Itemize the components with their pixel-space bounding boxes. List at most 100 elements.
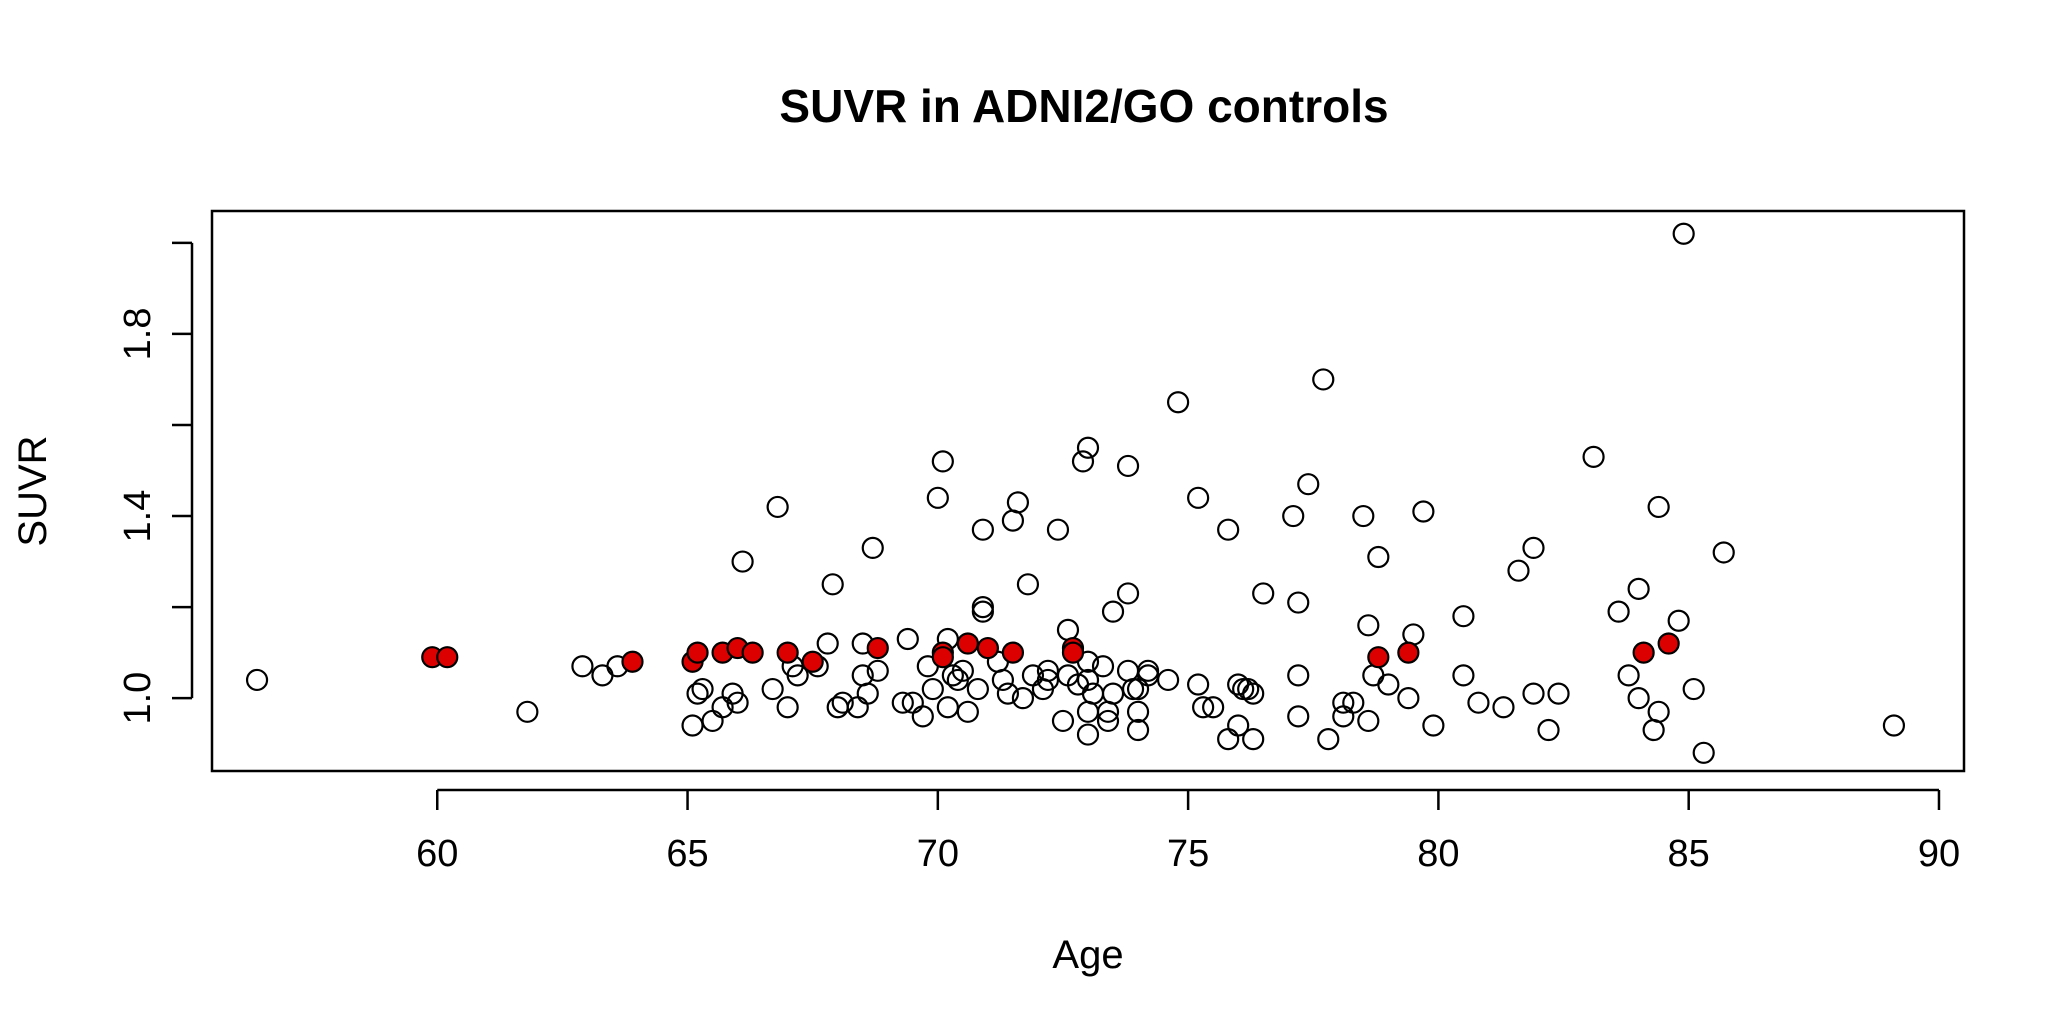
- data-point: [956, 700, 979, 723]
- data-point: [1136, 664, 1160, 687]
- data-point: [1076, 700, 1100, 723]
- data-point: [766, 495, 789, 519]
- x-tick-label: 70: [917, 833, 959, 875]
- data-point: [1126, 718, 1150, 742]
- data-point: [1522, 682, 1545, 705]
- data-point: [1071, 450, 1095, 473]
- data-point: [1547, 682, 1570, 705]
- data-point: [1287, 705, 1310, 728]
- data-point: [861, 536, 884, 560]
- data-point: [966, 677, 989, 701]
- data-point: [1362, 664, 1385, 687]
- data-point: [776, 696, 799, 719]
- data-point: [1522, 536, 1545, 560]
- data-point: [1712, 541, 1735, 564]
- data-point: [1116, 659, 1140, 682]
- data-point: [1116, 454, 1140, 478]
- data-point: [1452, 664, 1475, 687]
- data-point: [726, 691, 749, 714]
- data-point: [1627, 577, 1650, 600]
- data-point: [1332, 705, 1355, 728]
- data-point: [1287, 664, 1310, 687]
- data-point: [1647, 495, 1670, 519]
- highlighted-data-point: [956, 632, 979, 655]
- data-point: [1672, 222, 1695, 245]
- data-point: [1252, 582, 1275, 605]
- data-point: [1091, 655, 1115, 678]
- highlighted-data-point: [621, 650, 644, 673]
- data-point: [1692, 741, 1715, 764]
- data-point: [1011, 687, 1035, 710]
- data-point: [1126, 700, 1150, 723]
- data-point: [1051, 709, 1075, 733]
- plot-area-frame: [210, 209, 1966, 773]
- data-point: [1076, 668, 1100, 692]
- data-point: [936, 696, 959, 719]
- data-point: [1202, 696, 1225, 719]
- x-tick-label: 90: [1918, 833, 1960, 875]
- data-point: [1056, 618, 1080, 641]
- data-points: [245, 222, 1906, 764]
- data-point: [681, 714, 704, 737]
- x-axis-label: Age: [1052, 933, 1123, 977]
- data-point: [1217, 518, 1240, 541]
- data-point: [1096, 709, 1120, 733]
- data-point: [1332, 691, 1355, 714]
- data-point: [856, 682, 879, 705]
- y-axis: 1.0 1.4 1.8: [117, 241, 194, 725]
- data-point: [1287, 591, 1310, 614]
- data-point: [1242, 728, 1265, 751]
- highlighted-data-point: [1397, 641, 1420, 664]
- data-point: [1342, 691, 1365, 714]
- data-point: [951, 659, 974, 682]
- x-tick-label: 80: [1417, 833, 1459, 875]
- data-point: [1492, 696, 1515, 719]
- y-axis-label: SUVR: [11, 435, 55, 546]
- highlighted-data-point: [976, 636, 999, 660]
- data-point: [821, 573, 844, 596]
- highlighted-data-point: [686, 641, 709, 664]
- data-point: [1121, 677, 1145, 701]
- data-point: [1467, 691, 1490, 714]
- data-point: [591, 664, 614, 687]
- data-point: [1412, 500, 1435, 523]
- x-tick-label: 65: [666, 833, 708, 875]
- data-point: [891, 691, 914, 714]
- data-point: [761, 677, 784, 701]
- data-point: [991, 668, 1015, 692]
- highlighted-data-point: [1367, 646, 1390, 669]
- data-point: [1006, 491, 1030, 514]
- data-point: [1081, 682, 1105, 705]
- data-point: [571, 655, 594, 678]
- data-point: [1187, 673, 1210, 696]
- data-point: [1282, 504, 1305, 528]
- data-point: [826, 696, 849, 719]
- highlighted-data-point: [866, 636, 889, 660]
- data-point: [1126, 677, 1150, 701]
- data-point: [1167, 391, 1190, 414]
- data-point: [691, 677, 714, 701]
- chart-title: SUVR in ADNI2/GO controls: [779, 80, 1388, 132]
- data-point: [1682, 677, 1705, 701]
- data-point: [1607, 600, 1630, 623]
- data-point: [1352, 504, 1375, 528]
- data-point: [971, 595, 994, 619]
- data-point: [971, 518, 994, 541]
- data-point: [1312, 368, 1335, 391]
- data-point: [1101, 600, 1125, 623]
- data-point: [786, 664, 809, 687]
- data-point: [1076, 723, 1100, 746]
- data-point: [1402, 623, 1425, 646]
- data-point: [1642, 718, 1665, 742]
- data-point: [1046, 518, 1070, 541]
- highlighted-data-point: [931, 646, 954, 669]
- data-point: [1317, 728, 1340, 751]
- data-point: [1076, 436, 1100, 459]
- data-point: [1617, 664, 1640, 687]
- data-point: [1627, 687, 1650, 710]
- data-point: [1187, 486, 1210, 509]
- data-point: [1156, 668, 1180, 692]
- data-point: [245, 668, 269, 692]
- data-point: [1297, 473, 1320, 496]
- data-point: [831, 691, 854, 714]
